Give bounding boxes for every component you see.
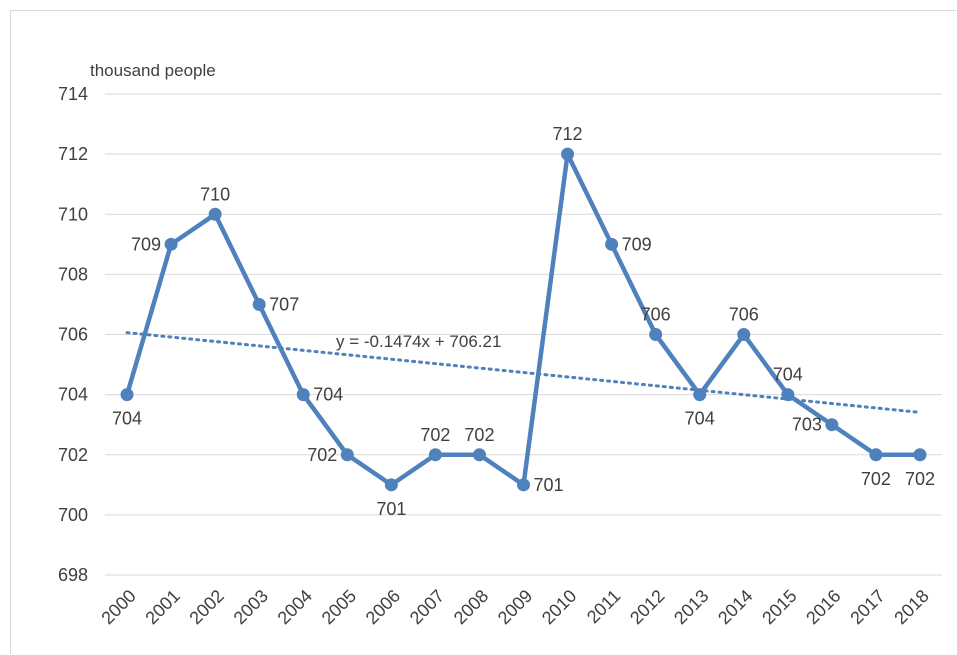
data-point (428, 448, 442, 462)
data-point (561, 147, 575, 161)
series-group (120, 147, 927, 492)
data-label: 701 (534, 475, 564, 495)
data-point (296, 388, 310, 402)
x-tick-label: 2018 (890, 586, 932, 628)
data-label: 706 (729, 305, 759, 325)
data-point (781, 388, 795, 402)
x-tick-label: 2005 (318, 586, 360, 628)
data-label: 709 (622, 234, 652, 254)
data-label: 702 (464, 425, 494, 445)
data-label: 704 (685, 409, 715, 429)
y-tick-label: 706 (58, 325, 88, 345)
data-label: 710 (200, 184, 230, 204)
data-label: 702 (420, 425, 450, 445)
data-labels: 704 709 710 707 704 702 701 702 702 701 712 709 706 7… (112, 124, 935, 519)
data-label: 709 (131, 234, 161, 254)
data-point (120, 388, 134, 402)
x-tick-label: 2002 (186, 586, 228, 628)
y-tick-label: 698 (58, 565, 88, 585)
x-axis-ticks: 2000 2001 2002 2003 2004 2005 2006 2007 2008 2009… (97, 586, 932, 628)
y-axis-ticks: 698 700 702 704 706 708 710 712 714 (58, 84, 88, 585)
data-point (605, 237, 619, 251)
series-line (124, 151, 920, 488)
data-label: 712 (553, 124, 583, 144)
data-point (384, 478, 398, 492)
data-point (517, 478, 530, 492)
x-tick-label: 2004 (274, 586, 316, 628)
trendline-equation: y = -0.1474x + 706.21 (336, 332, 501, 351)
grid-lines (105, 93, 942, 516)
x-tick-label: 2000 (97, 586, 139, 628)
x-tick-label: 2017 (846, 586, 888, 628)
data-point (472, 448, 486, 462)
x-tick-label: 2010 (538, 586, 580, 628)
data-point (649, 328, 663, 341)
y-tick-label: 710 (58, 204, 88, 224)
y-axis-unit-label: thousand people (90, 61, 216, 80)
x-tick-label: 2008 (450, 586, 492, 628)
data-label: 706 (641, 305, 671, 325)
data-point (208, 207, 222, 221)
y-tick-label: 712 (58, 144, 88, 164)
data-label: 702 (307, 445, 337, 465)
y-tick-label: 704 (58, 385, 88, 405)
data-label: 704 (313, 385, 343, 405)
y-tick-label: 702 (58, 445, 88, 465)
x-tick-label: 2013 (670, 586, 712, 628)
x-tick-label: 2015 (758, 586, 800, 628)
y-tick-label: 700 (58, 505, 88, 525)
data-point (737, 328, 751, 341)
data-label: 702 (861, 469, 891, 489)
data-point (913, 448, 927, 462)
data-label: 707 (269, 294, 299, 314)
x-tick-label: 2011 (583, 586, 625, 628)
x-tick-label: 2009 (494, 586, 536, 628)
data-label: 704 (773, 365, 803, 385)
x-tick-label: 2016 (802, 586, 844, 628)
y-tick-label: 714 (58, 84, 88, 104)
data-point (869, 448, 883, 462)
x-tick-label: 2012 (626, 586, 668, 628)
x-tick-label: 2006 (362, 586, 404, 628)
data-point (164, 237, 178, 251)
data-point (252, 297, 266, 311)
data-label: 704 (112, 409, 142, 429)
chart-frame (10, 10, 956, 654)
data-point (825, 418, 839, 432)
data-point (340, 448, 354, 462)
y-tick-label: 708 (58, 264, 88, 284)
x-tick-label: 2014 (714, 586, 756, 628)
data-label: 703 (792, 415, 822, 435)
data-label: 702 (905, 469, 935, 489)
data-label: 701 (376, 499, 406, 519)
x-tick-label: 2003 (230, 586, 272, 628)
data-point (693, 388, 707, 402)
x-tick-label: 2001 (141, 586, 183, 628)
x-tick-label: 2007 (406, 586, 448, 628)
